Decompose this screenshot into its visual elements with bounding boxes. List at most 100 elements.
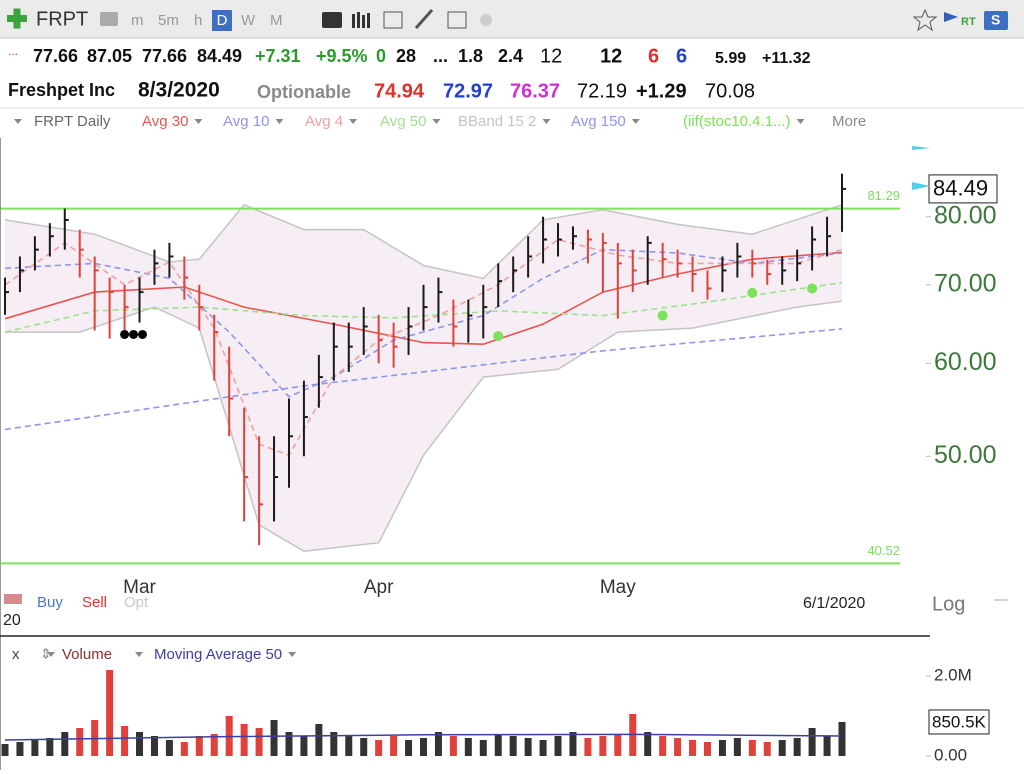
rt-label[interactable]: RT	[961, 16, 976, 28]
y-tick-label: 70.00	[934, 269, 997, 297]
volume-bar	[270, 720, 278, 756]
price-tag-label: 84.49	[933, 176, 988, 201]
quote-item: 87.05	[87, 46, 132, 66]
dropdown-arrow	[47, 652, 55, 657]
legend-entry[interactable]: Avg 150	[571, 113, 626, 130]
volume-bar	[405, 740, 413, 756]
volume-bar	[195, 736, 203, 756]
icon[interactable]	[383, 11, 403, 29]
volume-bar	[449, 736, 457, 756]
bband-fill	[5, 204, 842, 552]
volume-bar	[330, 732, 338, 756]
quote-item: 12	[600, 45, 622, 67]
bband-upper	[4, 203, 843, 280]
quote-item: +9.5%	[316, 46, 368, 66]
dropdown-arrow	[14, 119, 22, 124]
icon[interactable]	[352, 12, 370, 28]
volume-bar	[793, 738, 801, 756]
quote-item: +7.31	[255, 46, 301, 66]
volume-bar	[838, 721, 846, 756]
legend: FRPT Daily Avg 30 Avg 10 Avg 4 Avg 50 Avg 150…	[14, 113, 805, 130]
crosshair-date: 6/1/2020	[803, 595, 865, 612]
icon[interactable]	[447, 11, 467, 29]
quote-item: 74.94	[374, 80, 425, 102]
flag-icon[interactable]	[944, 12, 958, 22]
volume-bar	[599, 736, 607, 756]
interval[interactable]: W	[241, 12, 256, 29]
dropdown-arrow	[796, 119, 805, 124]
signal-dot	[807, 283, 818, 294]
volume-bar	[748, 740, 756, 756]
legend-entry[interactable]: Avg 4	[305, 113, 343, 130]
quote-item: 2.4	[498, 46, 523, 66]
interval[interactable]: m	[131, 12, 144, 29]
volume-bar	[61, 732, 69, 756]
marker-dot	[120, 329, 130, 339]
price-tag	[928, 174, 998, 204]
quote-item: 76.37	[510, 80, 560, 102]
legend-entry[interactable]: Avg 30	[142, 113, 188, 130]
volume-bar	[31, 740, 39, 756]
volume-tag	[928, 709, 990, 735]
level-label: 81.29	[867, 188, 900, 203]
toolbar	[0, 0, 1024, 38]
add-icon[interactable]	[7, 8, 27, 29]
volume-bar	[703, 742, 711, 756]
signal-dot	[657, 310, 668, 321]
legend-more[interactable]: More	[832, 113, 866, 130]
signal-dot	[493, 331, 504, 342]
volume-bar	[390, 736, 398, 756]
quote-item: +11.32	[762, 50, 811, 67]
close-pane[interactable]: x	[12, 646, 20, 663]
interval[interactable]: M	[270, 12, 283, 29]
move-icon[interactable]: ⇕	[40, 646, 52, 662]
icon[interactable]	[414, 9, 434, 29]
volume-bar	[689, 740, 697, 756]
volume-bar	[16, 742, 24, 756]
volume-bar	[659, 736, 667, 756]
marker-dot	[138, 329, 148, 339]
quote-item: 1.8	[458, 46, 483, 66]
dropdown-arrow	[275, 119, 284, 124]
interval[interactable]: h	[194, 12, 202, 29]
legend-entry[interactable]: Avg 10	[223, 113, 269, 130]
opt-button[interactable]: Opt	[124, 594, 149, 611]
volume-bar	[315, 724, 323, 756]
icon[interactable]	[100, 12, 118, 26]
partial-label: 20	[3, 612, 21, 629]
y-tick-label: 60.00	[934, 348, 997, 376]
quote-item: 6	[676, 45, 687, 67]
volume-bar	[494, 734, 502, 756]
volume-bar	[674, 738, 682, 756]
volume-bar	[733, 738, 741, 756]
scan-label[interactable]: S	[991, 12, 1000, 28]
legend-entry: FRPT Daily	[34, 113, 111, 130]
marker-dot	[129, 329, 139, 339]
legend-entry: Moving Average 50	[154, 646, 282, 663]
volume-bar	[420, 738, 427, 756]
price-chart: 81.29 40.52 Mar Apr May 50.00 60.00 70.00 80.008…	[0, 173, 998, 598]
scale-toggle[interactable]: Log	[932, 593, 965, 615]
volume-bar	[210, 734, 218, 756]
volume-tag-label: 850.5K	[932, 712, 987, 731]
quote-item: 72.97	[443, 80, 493, 102]
level-label: 40.52	[867, 543, 900, 558]
interval[interactable]: D	[217, 12, 228, 29]
trade-icon[interactable]	[4, 594, 22, 604]
quote-item: 77.66	[33, 46, 78, 66]
icon[interactable]	[480, 14, 492, 26]
sell-button[interactable]: Sell	[82, 594, 107, 611]
buy-button[interactable]: Buy	[37, 594, 63, 611]
bband-lower	[5, 300, 843, 552]
volume-bar	[823, 736, 831, 756]
legend-entry: (iif(stoc10.4.1...)	[683, 113, 791, 130]
scan-button[interactable]	[984, 11, 1008, 30]
legend-entry[interactable]: Avg 50	[380, 113, 426, 130]
icon[interactable]	[322, 12, 342, 28]
symbol[interactable]: FRPT	[36, 8, 88, 30]
star-icon[interactable]	[912, 8, 938, 32]
volume-bar	[240, 724, 248, 756]
legend-entry: BBand 15 2	[458, 113, 536, 130]
interval[interactable]: 5m	[158, 12, 179, 29]
signal-dot	[747, 287, 758, 298]
